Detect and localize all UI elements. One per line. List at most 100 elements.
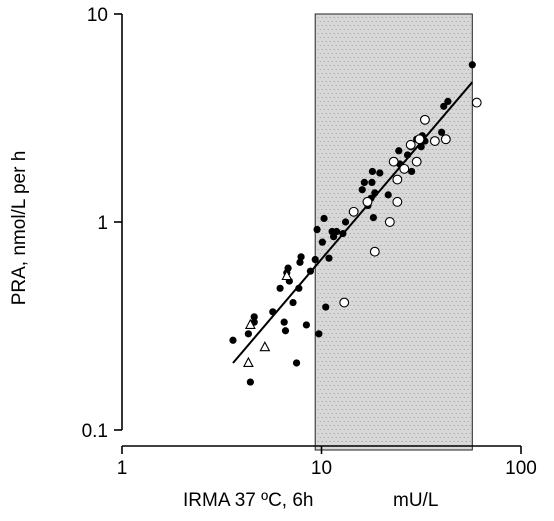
stipple-dot [443,429,445,430]
stipple-dot [357,17,359,18]
stipple-dot [423,77,425,78]
stipple-dot [425,233,427,234]
stipple-dot [393,377,395,378]
stipple-dot [467,229,469,230]
filled-circle-point [332,227,341,236]
stipple-dot [413,281,415,282]
stipple-dot [375,325,377,326]
filled-circle-point [320,214,328,223]
stipple-dot [461,145,463,146]
stipple-dot [469,433,471,434]
stipple-dot [429,369,431,370]
stipple-dot [441,297,443,298]
stipple-dot [365,105,367,106]
open-circle-point [339,297,350,308]
stipple-dot [389,337,391,338]
stipple-dot [469,193,471,194]
stipple-dot [463,181,465,182]
stipple-dot [433,49,435,50]
stipple-dot [413,81,415,82]
stipple-dot [353,145,355,146]
stipple-dot [331,141,333,142]
stipple-dot [331,221,333,222]
stipple-dot [417,241,419,242]
stipple-dot [385,249,387,250]
stipple-dot [377,369,379,370]
stipple-dot [445,425,447,426]
stipple-dot [401,425,403,426]
stipple-dot [387,277,389,278]
stipple-dot [441,385,443,386]
stipple-dot [453,297,455,298]
stipple-dot [359,365,361,366]
stipple-dot [445,257,447,258]
stipple-dot [441,417,443,418]
stipple-dot [353,129,355,130]
stipple-dot [383,285,385,286]
stipple-dot [431,293,433,294]
stipple-dot [419,37,421,38]
stipple-dot [401,73,403,74]
stipple-dot [375,285,377,286]
stipple-dot [389,257,391,258]
stipple-dot [353,97,355,98]
stipple-dot [325,105,327,106]
stipple-dot [379,309,381,310]
filled-circle-point [318,238,326,246]
stipple-dot [325,81,327,82]
stipple-dot [365,249,367,250]
stipple-dot [373,369,375,370]
stipple-dot [331,69,333,70]
stipple-dot [409,49,411,50]
stipple-dot [435,437,437,438]
stipple-dot [441,257,443,258]
stipple-dot [349,249,351,250]
stipple-dot [393,121,395,122]
stipple-dot [319,357,321,358]
stipple-dot [389,369,391,370]
stipple-dot [357,241,359,242]
stipple-dot [375,357,377,358]
stipple-dot [423,325,425,326]
stipple-dot [347,205,349,206]
stipple-dot [419,365,421,366]
stipple-dot [331,333,333,334]
stipple-dot [345,249,347,250]
stipple-dot [333,441,335,442]
stipple-dot [331,421,333,422]
stipple-dot [343,405,345,406]
stipple-dot [329,161,331,162]
stipple-dot [323,437,325,438]
stipple-dot [419,253,421,254]
stipple-dot [455,141,457,142]
stipple-dot [441,377,443,378]
stipple-dot [427,101,429,102]
stipple-dot [319,293,321,294]
stipple-dot [387,149,389,150]
stipple-dot [381,105,383,106]
stipple-dot [455,349,457,350]
stipple-dot [415,301,417,302]
stipple-dot [319,317,321,318]
stipple-dot [353,217,355,218]
stipple-dot [357,177,359,178]
stipple-dot [403,245,405,246]
stipple-dot [443,341,445,342]
stipple-dot [381,313,383,314]
stipple-dot [429,233,431,234]
stipple-dot [465,137,467,138]
stipple-dot [423,157,425,158]
stipple-dot [449,121,451,122]
stipple-dot [337,345,339,346]
stipple-dot [369,345,371,346]
stipple-dot [365,385,367,386]
stipple-dot [397,89,399,90]
stipple-dot [333,49,335,50]
stipple-dot [381,89,383,90]
stipple-dot [449,353,451,354]
stipple-dot [347,173,349,174]
stipple-dot [337,321,339,322]
stipple-dot [369,297,371,298]
stipple-dot [385,49,387,50]
stipple-dot [373,401,375,402]
